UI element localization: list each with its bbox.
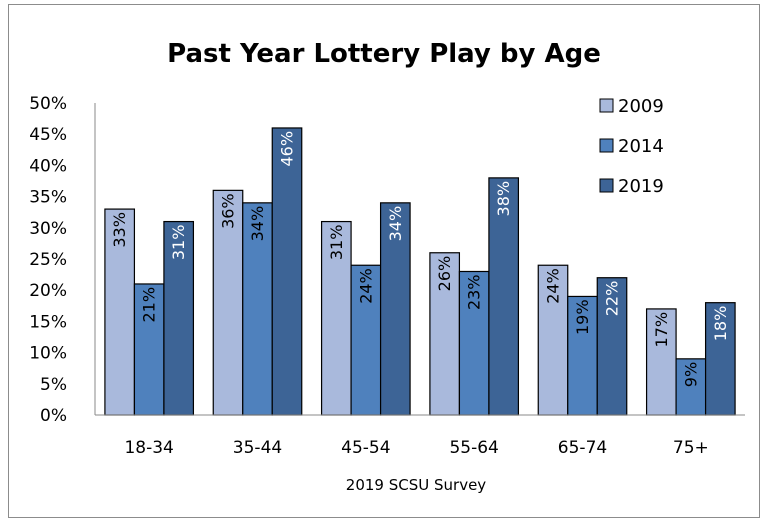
y-tick-label: 15% xyxy=(29,312,67,332)
bar-2019-45-54 xyxy=(379,202,411,416)
y-tick-label: 5% xyxy=(40,375,67,395)
bar-2019-55-64 xyxy=(488,177,520,416)
legend-label: 2009 xyxy=(618,96,664,117)
category-label: 45-54 xyxy=(341,438,390,458)
y-axis: 0% 5% 10% 15% 20% 25% 30% 35% 40% 45% 50% xyxy=(29,94,96,426)
y-tick-label: 10% xyxy=(29,344,67,364)
category-label: 18-34 xyxy=(124,438,173,458)
data-label: 24% xyxy=(356,268,375,304)
data-label: 17% xyxy=(652,312,671,348)
y-tick-label: 50% xyxy=(29,94,67,114)
x-axis-label: 2019 SCSU Survey xyxy=(346,476,487,494)
category-label: 75+ xyxy=(673,438,709,458)
data-label: 23% xyxy=(465,274,484,310)
bar-2014-55-64 xyxy=(458,270,490,416)
data-label: 34% xyxy=(386,206,405,242)
data-label: 38% xyxy=(494,181,513,217)
data-label: 18% xyxy=(711,306,730,342)
bar-2019-65-74 xyxy=(596,277,628,416)
y-tick-label: 40% xyxy=(29,156,67,176)
legend-swatch-2019 xyxy=(599,178,614,193)
legend: 2009 2014 2019 xyxy=(599,96,664,197)
bar-2014-35-44 xyxy=(242,202,273,416)
category-label: 65-74 xyxy=(558,438,607,458)
legend-label: 2014 xyxy=(618,136,664,157)
y-tick-label: 30% xyxy=(29,219,67,239)
y-tick-label: 25% xyxy=(29,250,67,270)
data-label: 22% xyxy=(603,281,622,317)
legend-swatch-2014 xyxy=(599,138,614,153)
data-label: 31% xyxy=(169,225,188,261)
legend-label: 2019 xyxy=(618,176,664,197)
bars xyxy=(104,127,736,416)
legend-swatch-2009 xyxy=(599,98,614,113)
category-label: 35-44 xyxy=(233,438,282,458)
bar-2009-55-64 xyxy=(429,252,461,416)
data-label: 26% xyxy=(435,256,454,292)
data-label: 24% xyxy=(544,268,563,304)
data-labels: 33% 21% 31% 36% 34% 46% 31% 24% 34% 26% 23% 38% 24% 1… xyxy=(110,131,730,387)
data-label: 34% xyxy=(248,206,267,242)
data-label: 31% xyxy=(327,225,346,261)
bar-2019-75+ xyxy=(704,302,736,416)
y-tick-label: 45% xyxy=(29,125,67,145)
data-label: 21% xyxy=(140,287,159,323)
data-label: 19% xyxy=(573,299,592,335)
data-label: 9% xyxy=(681,362,700,387)
data-label: 36% xyxy=(219,193,238,229)
bar-2014-65-74 xyxy=(567,295,598,416)
x-axis: 18-34 35-44 45-54 55-64 65-74 75+ xyxy=(95,414,745,458)
bar-2019-35-44 xyxy=(271,127,303,416)
data-label: 46% xyxy=(278,131,297,167)
chart-title: Past Year Lottery Play by Age xyxy=(167,39,601,69)
y-tick-label: 20% xyxy=(29,281,67,301)
data-label: 33% xyxy=(110,212,129,248)
bar-2009-65-74 xyxy=(537,264,569,416)
category-label: 55-64 xyxy=(449,438,498,458)
bar-2009-18-34 xyxy=(104,208,136,416)
y-tick-label: 35% xyxy=(29,188,67,208)
y-tick-label: 0% xyxy=(40,406,67,426)
